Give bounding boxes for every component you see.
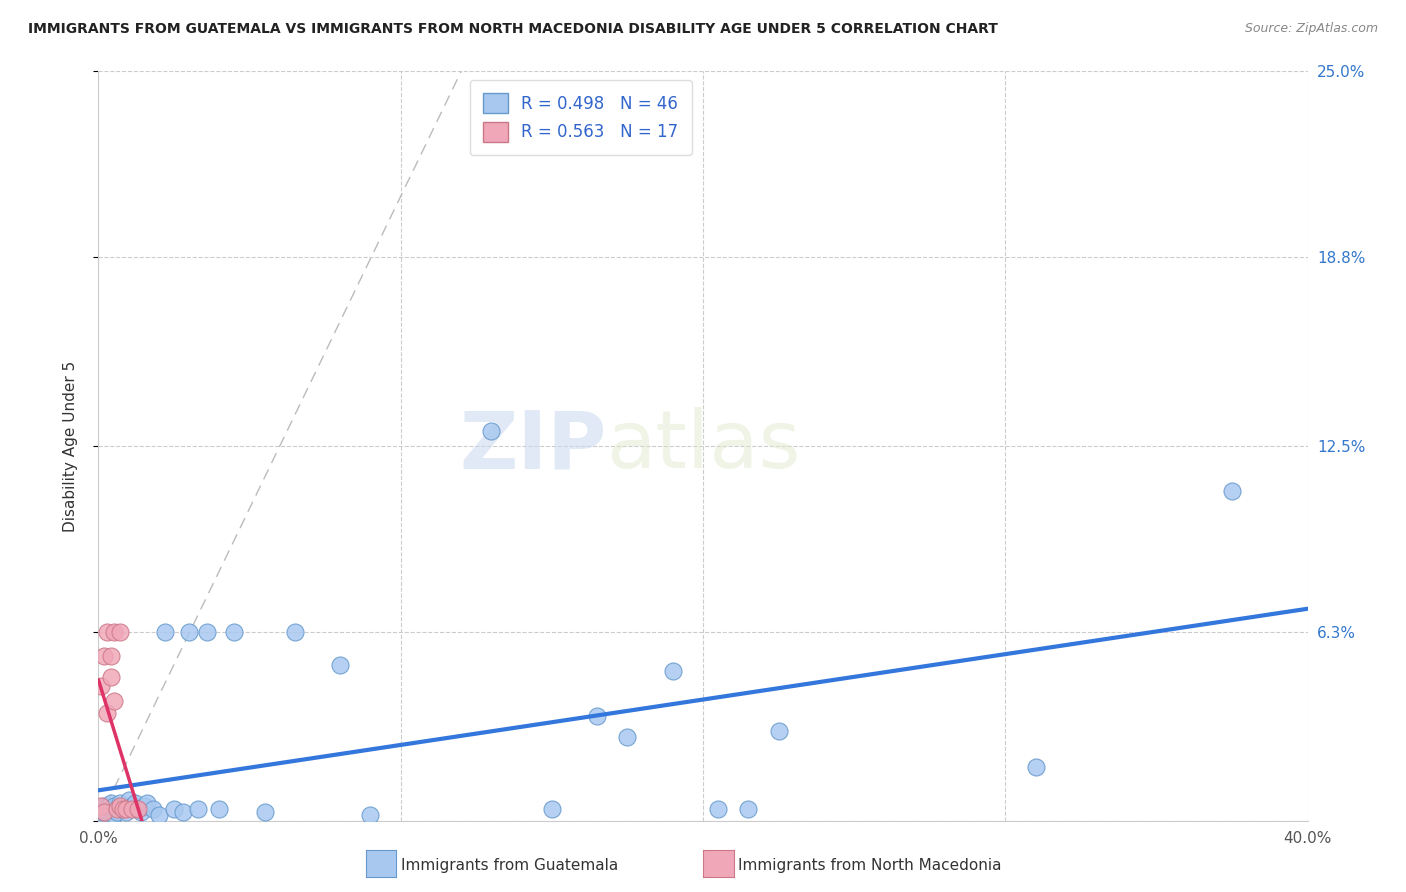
Point	[100, 796, 122, 810]
Point	[329, 657, 352, 672]
Point	[135, 796, 157, 810]
Point	[284, 624, 307, 639]
Point	[103, 624, 125, 639]
Point	[105, 802, 128, 816]
Point	[586, 708, 609, 723]
Point	[195, 624, 218, 639]
Point	[108, 796, 131, 810]
Point	[224, 624, 246, 639]
Point	[1220, 483, 1243, 498]
Point	[163, 802, 186, 816]
Point	[114, 805, 136, 819]
Text: Source: ZipAtlas.com: Source: ZipAtlas.com	[1244, 22, 1378, 36]
Point	[108, 624, 131, 639]
Point	[153, 624, 176, 639]
Point	[187, 802, 209, 816]
Point	[96, 798, 118, 813]
Point	[737, 802, 759, 816]
Point	[90, 805, 112, 819]
Point	[172, 805, 194, 819]
Point	[93, 798, 115, 813]
Point	[96, 706, 118, 720]
Point	[93, 805, 115, 819]
Text: Immigrants from North Macedonia: Immigrants from North Macedonia	[738, 858, 1001, 872]
Point	[96, 624, 118, 639]
Point	[121, 802, 143, 816]
Point	[132, 798, 155, 813]
Point	[111, 802, 134, 816]
Point	[208, 802, 231, 816]
Point	[253, 805, 276, 819]
Point	[100, 802, 122, 816]
Point	[105, 805, 128, 819]
Point	[124, 796, 146, 810]
Point	[111, 802, 134, 816]
Point	[481, 424, 503, 438]
Point	[93, 648, 115, 663]
Point	[616, 730, 638, 744]
Text: ZIP: ZIP	[458, 407, 606, 485]
Point	[118, 792, 141, 806]
Point	[129, 805, 152, 819]
Point	[90, 802, 112, 816]
Point	[707, 802, 730, 816]
Point	[100, 648, 122, 663]
Point	[93, 805, 115, 819]
Point	[148, 807, 170, 822]
Point	[103, 807, 125, 822]
Text: atlas: atlas	[606, 407, 800, 485]
Text: IMMIGRANTS FROM GUATEMALA VS IMMIGRANTS FROM NORTH MACEDONIA DISABILITY AGE UNDE: IMMIGRANTS FROM GUATEMALA VS IMMIGRANTS …	[28, 22, 998, 37]
Point	[179, 624, 201, 639]
Point	[114, 802, 136, 816]
Point	[127, 802, 149, 816]
Point	[90, 679, 112, 693]
Point	[142, 802, 165, 816]
Legend: R = 0.498   N = 46, R = 0.563   N = 17: R = 0.498 N = 46, R = 0.563 N = 17	[470, 79, 692, 155]
Point	[121, 798, 143, 813]
Point	[1024, 760, 1046, 774]
Point	[103, 694, 125, 708]
Point	[105, 802, 128, 816]
Point	[96, 805, 118, 819]
Point	[100, 670, 122, 684]
Point	[661, 664, 683, 678]
Point	[540, 802, 562, 816]
Point	[127, 802, 149, 816]
Text: Immigrants from Guatemala: Immigrants from Guatemala	[401, 858, 619, 872]
Point	[90, 798, 112, 813]
Y-axis label: Disability Age Under 5: Disability Age Under 5	[63, 360, 77, 532]
Point	[108, 798, 131, 813]
Point	[768, 723, 790, 738]
Point	[360, 807, 382, 822]
Point	[103, 798, 125, 813]
